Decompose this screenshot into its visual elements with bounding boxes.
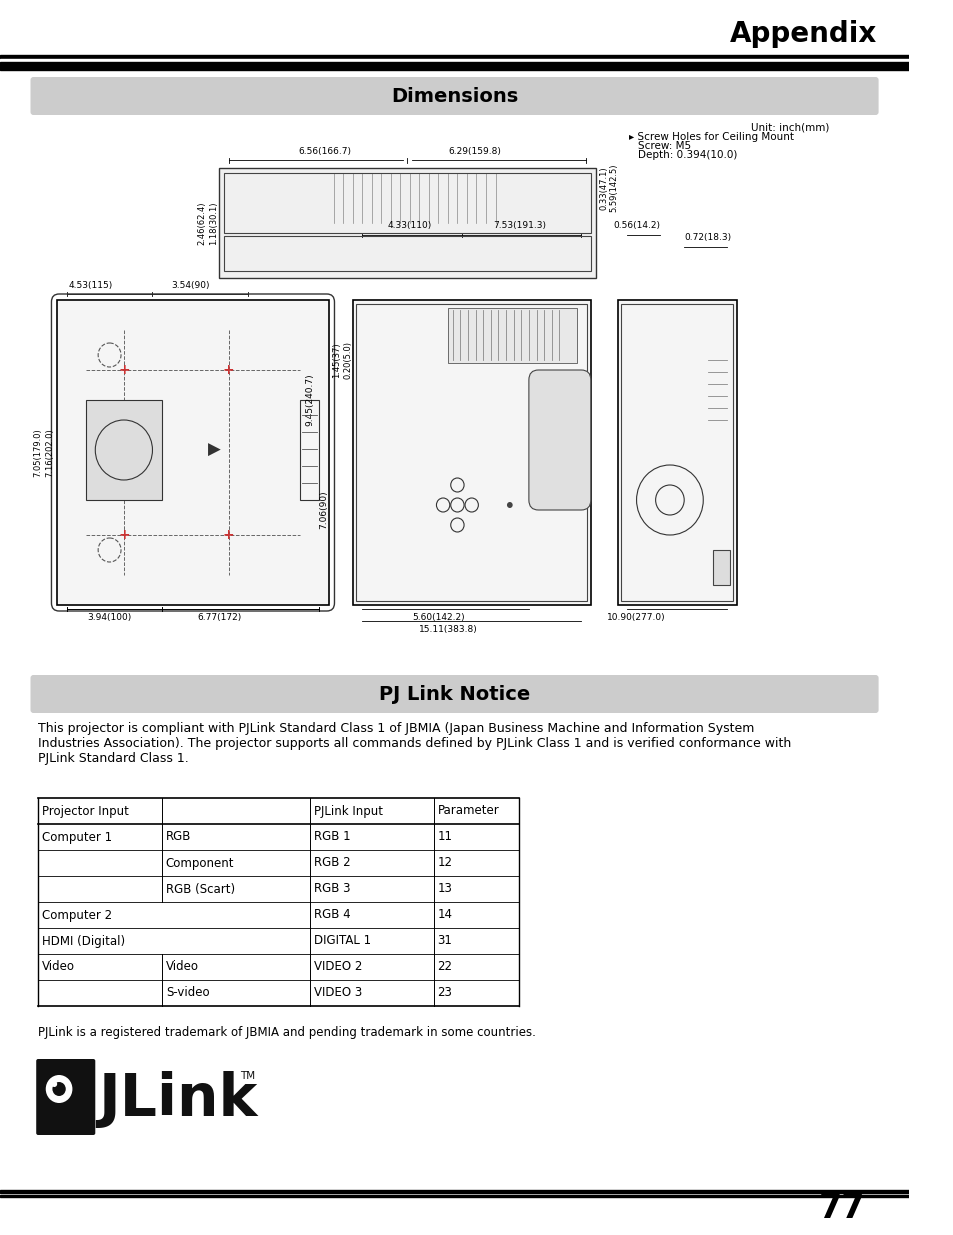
- Text: 6.77(172): 6.77(172): [197, 613, 241, 622]
- Bar: [353, 300, 590, 605]
- Text: Video: Video: [166, 961, 198, 973]
- Circle shape: [46, 1074, 72, 1103]
- Text: 5.59(142.5): 5.59(142.5): [608, 164, 618, 212]
- Text: ▶: ▶: [208, 441, 220, 459]
- Text: JLink: JLink: [98, 1071, 257, 1128]
- Bar: [38, 798, 518, 1007]
- Text: 31: 31: [436, 935, 452, 947]
- Text: PJLink is a registered trademark of JBMIA and pending trademark in some countrie: PJLink is a registered trademark of JBMI…: [38, 1026, 536, 1039]
- Text: +: +: [118, 363, 130, 377]
- Text: ▸ Screw Holes for Ceiling Mount: ▸ Screw Holes for Ceiling Mount: [628, 132, 793, 142]
- Text: Depth: 0.394(10.0): Depth: 0.394(10.0): [638, 149, 737, 161]
- Text: 0.72(18.3): 0.72(18.3): [683, 233, 731, 242]
- Text: 12: 12: [436, 857, 452, 869]
- FancyBboxPatch shape: [36, 1058, 95, 1135]
- Text: PJ Link Notice: PJ Link Notice: [378, 684, 530, 704]
- Circle shape: [52, 1082, 66, 1095]
- Text: 10.90(277.0): 10.90(277.0): [607, 613, 665, 622]
- FancyBboxPatch shape: [30, 676, 878, 713]
- Text: +: +: [223, 529, 234, 542]
- Text: Video: Video: [42, 961, 75, 973]
- Text: RGB 4: RGB 4: [314, 909, 350, 921]
- Text: 15.11(383.8): 15.11(383.8): [418, 625, 476, 634]
- Text: Screw: M5: Screw: M5: [638, 141, 691, 151]
- Text: This projector is compliant with PJLink Standard Class 1 of JBMIA (Japan Busines: This projector is compliant with PJLink …: [38, 722, 791, 764]
- Text: 3.94(100): 3.94(100): [88, 613, 132, 622]
- Text: +: +: [223, 363, 234, 377]
- Text: 7.06(90): 7.06(90): [319, 490, 328, 530]
- Text: 0.56(14.2): 0.56(14.2): [613, 221, 659, 230]
- Circle shape: [506, 501, 512, 508]
- Bar: [0, 56, 908, 59]
- Text: Computer 2: Computer 2: [42, 909, 112, 921]
- Bar: [219, 168, 595, 278]
- Bar: [447, 308, 576, 363]
- Text: RGB 3: RGB 3: [314, 883, 350, 895]
- Text: Computer 1: Computer 1: [42, 830, 112, 844]
- Bar: [0, 1191, 908, 1193]
- Bar: [224, 173, 590, 233]
- FancyBboxPatch shape: [30, 77, 878, 115]
- Text: DIGITAL 1: DIGITAL 1: [314, 935, 371, 947]
- Bar: [0, 1195, 908, 1197]
- Text: 9.45(240.7): 9.45(240.7): [305, 374, 314, 426]
- Text: S-video: S-video: [166, 987, 210, 999]
- Bar: [617, 300, 736, 605]
- Text: RGB: RGB: [166, 830, 191, 844]
- Text: VIDEO 3: VIDEO 3: [314, 987, 361, 999]
- Text: 7.05(179.0): 7.05(179.0): [33, 429, 43, 477]
- Bar: [712, 550, 729, 585]
- Text: 13: 13: [436, 883, 452, 895]
- Text: 77: 77: [818, 1192, 864, 1225]
- Text: 5.60(142.2): 5.60(142.2): [412, 613, 464, 622]
- Bar: [224, 236, 590, 270]
- Text: 4.53(115): 4.53(115): [69, 282, 112, 290]
- Text: 6.56(166.7): 6.56(166.7): [297, 147, 351, 156]
- Text: Unit: inch(mm): Unit: inch(mm): [750, 122, 828, 132]
- Text: 6.29(159.8): 6.29(159.8): [448, 147, 501, 156]
- Text: RGB 1: RGB 1: [314, 830, 350, 844]
- Bar: [300, 400, 319, 500]
- Text: 7.16(202.0): 7.16(202.0): [45, 429, 54, 477]
- Text: 7.53(191.3): 7.53(191.3): [493, 221, 545, 230]
- Text: 1.45(37): 1.45(37): [332, 342, 340, 378]
- Text: 22: 22: [436, 961, 452, 973]
- Bar: [86, 400, 162, 500]
- Text: 11: 11: [436, 830, 452, 844]
- Bar: [620, 304, 732, 601]
- Text: PJLink Input: PJLink Input: [314, 804, 382, 818]
- Text: Parameter: Parameter: [436, 804, 498, 818]
- Text: 1.18(30.1): 1.18(30.1): [209, 201, 217, 245]
- Text: 23: 23: [436, 987, 452, 999]
- Text: Dimensions: Dimensions: [391, 86, 517, 105]
- Text: 0.33(47.1): 0.33(47.1): [598, 167, 608, 210]
- Text: Projector Input: Projector Input: [42, 804, 129, 818]
- Text: HDMI (Digital): HDMI (Digital): [42, 935, 125, 947]
- Bar: [57, 300, 329, 605]
- Bar: [0, 62, 908, 70]
- Text: TM: TM: [240, 1071, 255, 1081]
- Text: VIDEO 2: VIDEO 2: [314, 961, 361, 973]
- Text: RGB 2: RGB 2: [314, 857, 350, 869]
- Text: Appendix: Appendix: [729, 20, 876, 48]
- Text: +: +: [118, 529, 130, 542]
- Bar: [356, 304, 586, 601]
- Text: 0.20(5.0): 0.20(5.0): [343, 341, 352, 379]
- FancyBboxPatch shape: [528, 370, 590, 510]
- Text: RGB (Scart): RGB (Scart): [166, 883, 234, 895]
- Text: 4.33(110): 4.33(110): [387, 221, 432, 230]
- Bar: [0, 59, 908, 62]
- Text: 14: 14: [436, 909, 452, 921]
- Text: 2.46(62.4): 2.46(62.4): [197, 201, 206, 245]
- Text: Component: Component: [166, 857, 234, 869]
- Text: 3.54(90): 3.54(90): [172, 282, 210, 290]
- Circle shape: [51, 1081, 57, 1087]
